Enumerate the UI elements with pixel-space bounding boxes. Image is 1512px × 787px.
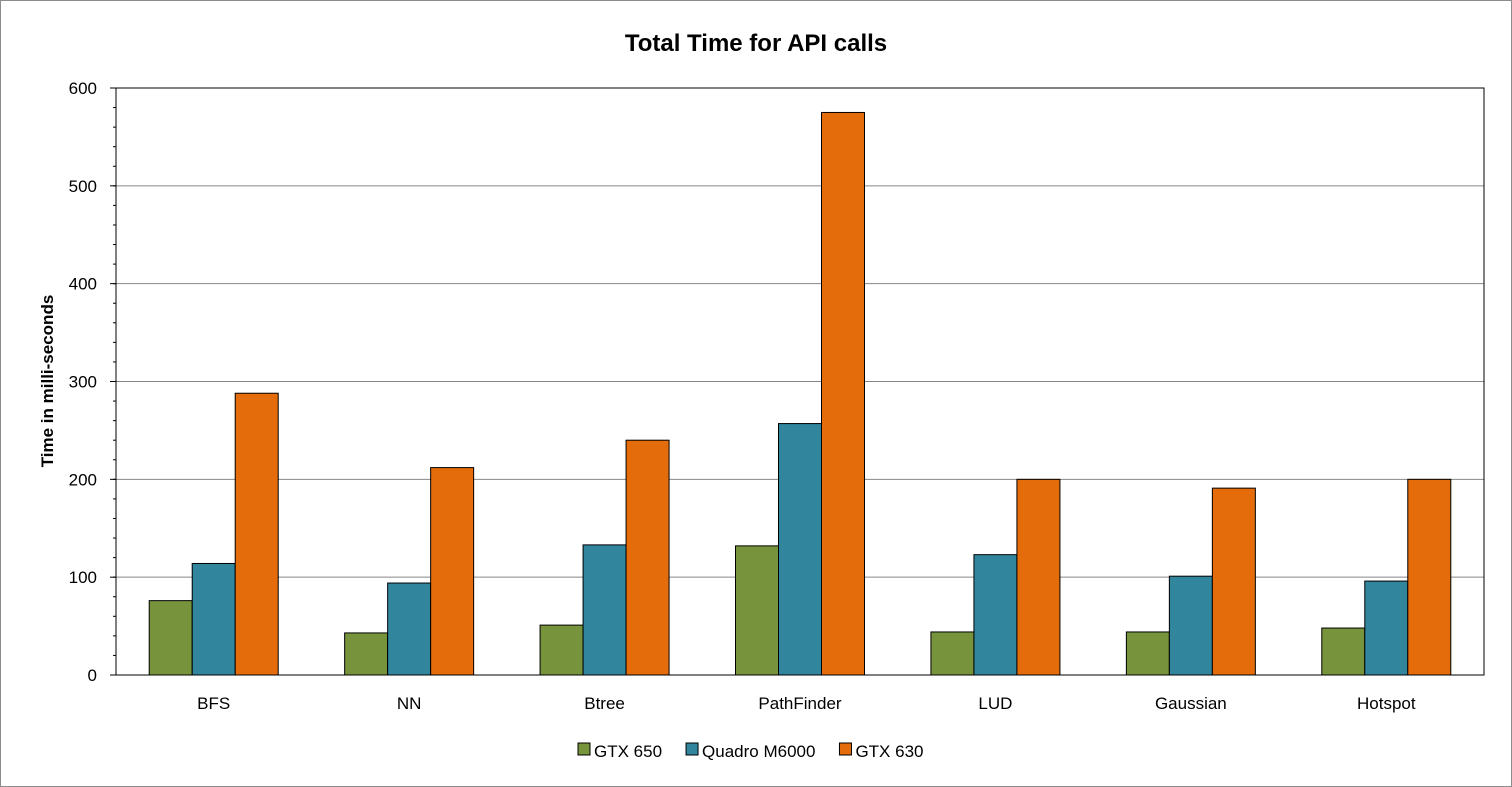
bar-gaussian-gtx-630 [1211, 487, 1256, 676]
x-tick-label: BFS [197, 694, 230, 713]
y-tick-label: 400 [69, 275, 97, 294]
bar-pathfinder-quadro-m6000 [778, 423, 822, 676]
bar-lud-gtx-650 [930, 631, 975, 676]
bar-lud-quadro-m6000 [973, 554, 1018, 676]
x-tick-label: Btree [584, 694, 625, 713]
bar-btree-gtx-650 [539, 624, 584, 676]
bar-btree-gtx-630 [625, 439, 670, 676]
y-tick-label: 100 [69, 568, 97, 587]
legend-item-quadro-m6000: Quadro M6000 [685, 742, 815, 761]
bar-gaussian-quadro-m6000 [1168, 575, 1213, 676]
legend-swatch [685, 742, 699, 756]
y-tick-label: 0 [88, 666, 97, 685]
y-tick-label: 200 [69, 470, 97, 489]
x-tick-label: Gaussian [1155, 694, 1227, 713]
y-tick-label: 600 [69, 79, 97, 98]
bar-hotspot-gtx-650 [1321, 627, 1366, 676]
axes: 0 100 200 300 400 500 600 BFS NN Btree PathFinder L… [69, 79, 1485, 713]
x-tick-label: PathFinder [758, 694, 841, 713]
legend-label: GTX 650 [594, 742, 662, 761]
x-tick-label: LUD [978, 694, 1012, 713]
legend-item-gtx-650: GTX 650 [577, 742, 662, 761]
chart-title: Total Time for API calls [625, 30, 887, 57]
bar-bfs-gtx-630 [234, 392, 279, 676]
bar-hotspot-gtx-630 [1407, 478, 1452, 676]
bar-pathfinder-gtx-630 [821, 111, 865, 676]
bar-btree-quadro-m6000 [582, 544, 627, 676]
gridlines [116, 185, 1484, 578]
x-tick-label: NN [397, 694, 422, 713]
y-tick-label: 500 [69, 177, 97, 196]
legend-swatch [838, 742, 852, 756]
y-axis-label: Time in milli-seconds [38, 295, 57, 468]
bar-nn-gtx-630 [430, 467, 475, 676]
bar-hotspot-quadro-m6000 [1364, 580, 1409, 676]
legend-swatch [577, 742, 591, 756]
bar-nn-gtx-650 [344, 632, 389, 676]
bar-bfs-gtx-650 [148, 600, 193, 676]
bar-bfs-quadro-m6000 [191, 562, 236, 676]
bars [148, 111, 1452, 676]
legend-label: Quadro M6000 [702, 742, 815, 761]
bar-pathfinder-gtx-650 [735, 545, 779, 676]
bar-gaussian-gtx-650 [1125, 631, 1170, 676]
legend: GTX 650 Quadro M6000 GTX 630 [577, 742, 924, 761]
bar-lud-gtx-630 [1016, 478, 1061, 676]
x-tick-label: Hotspot [1357, 694, 1416, 713]
y-tick-label: 300 [69, 373, 97, 392]
legend-item-gtx-630: GTX 630 [838, 742, 924, 761]
legend-label: GTX 630 [855, 742, 923, 761]
bar-nn-quadro-m6000 [387, 582, 432, 676]
